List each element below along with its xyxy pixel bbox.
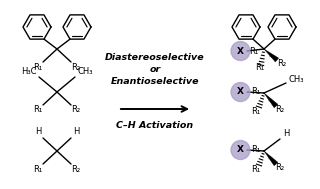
Text: X: X [237,46,244,56]
Text: CH₃: CH₃ [288,74,304,84]
Text: X: X [237,88,244,97]
Text: R₁: R₁ [252,164,260,174]
Text: R₁: R₁ [33,63,43,71]
Text: H: H [35,128,41,136]
Text: R₁: R₁ [252,106,260,115]
Text: Enantioselective: Enantioselective [111,77,199,85]
Text: H: H [73,128,79,136]
Text: H₃C: H₃C [21,67,37,75]
Text: *: * [268,156,272,166]
Text: H: H [283,129,289,139]
Text: X: X [237,146,244,154]
Text: C–H Activation: C–H Activation [116,121,194,129]
Text: R₁: R₁ [252,145,260,153]
Polygon shape [264,151,278,166]
Text: *: * [269,54,273,64]
Text: R₁: R₁ [249,46,259,56]
Text: R₂: R₂ [71,63,81,71]
Polygon shape [264,49,279,62]
Text: R₂: R₂ [71,105,81,115]
Text: R₂: R₂ [276,163,284,173]
Circle shape [231,140,250,160]
Text: Diastereoselective: Diastereoselective [105,53,205,61]
Text: R₁: R₁ [252,87,260,95]
Circle shape [231,83,250,101]
Text: R₂: R₂ [71,164,81,174]
Text: or: or [149,64,161,74]
Text: R₁: R₁ [33,164,43,174]
Text: R₁: R₁ [255,63,265,71]
Polygon shape [264,93,278,108]
Text: R₂: R₂ [276,105,284,115]
Text: *: * [268,98,272,108]
Text: R₁: R₁ [33,105,43,115]
Text: R₂: R₂ [277,59,287,67]
Text: CH₃: CH₃ [77,67,93,75]
Circle shape [231,42,250,60]
